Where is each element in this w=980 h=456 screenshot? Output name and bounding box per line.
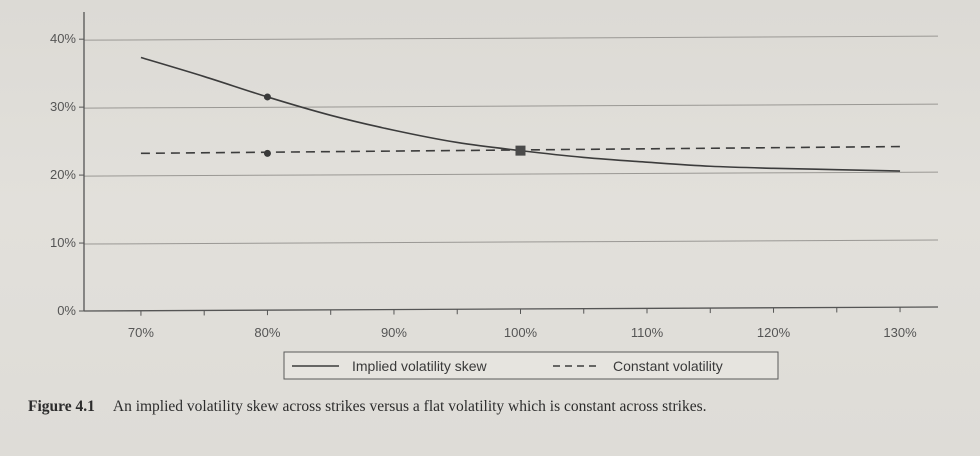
legend-box [283, 351, 779, 380]
x-tick-label: 80% [254, 325, 280, 340]
y-tick-label: 10% [50, 235, 76, 250]
x-axis-ticks: 70% 80% 90% 100% 110% 120% 130% [128, 307, 917, 340]
x-tick-label: 130% [883, 325, 917, 340]
series-1-marker-80 [263, 149, 271, 157]
x-tick-label: 110% [631, 325, 664, 340]
caption-text: An implied volatility skew across strike… [112, 398, 707, 415]
intersection-square-marker [515, 145, 526, 156]
gridline-20 [83, 171, 939, 177]
y-tick-label: 40% [50, 31, 76, 46]
gridlines [83, 35, 939, 245]
y-tick-label: 20% [50, 167, 76, 182]
x-tick-label: 120% [757, 325, 791, 340]
y-tick-label: 0% [57, 303, 76, 318]
y-tick-label: 30% [50, 99, 76, 114]
gridline-40 [83, 35, 939, 41]
gridline-10 [83, 239, 939, 245]
legend: Implied volatility skew Constant volatil… [283, 351, 779, 380]
caption-figure-label: Figure 4.1 [28, 398, 95, 415]
legend-label-skew: Implied volatility skew [352, 358, 487, 374]
x-tick-label: 100% [504, 325, 538, 340]
series-0-marker-80 [263, 93, 271, 101]
axes [83, 12, 939, 312]
x-tick-label: 90% [381, 325, 407, 340]
gridline-30 [83, 103, 939, 109]
chart: 0% 10% 20% 30% 40% 70% 80% 90% 100% 110% 120% 130%… [50, 12, 939, 380]
x-tick-label: 70% [128, 325, 154, 340]
legend-label-constant: Constant volatility [613, 358, 723, 374]
figure-caption: Figure 4.1 An implied volatility skew acr… [28, 398, 958, 416]
marker-layer [263, 93, 526, 157]
y-axis-ticks: 0% 10% 20% 30% 40% [50, 31, 84, 318]
x-axis-line [83, 306, 939, 312]
